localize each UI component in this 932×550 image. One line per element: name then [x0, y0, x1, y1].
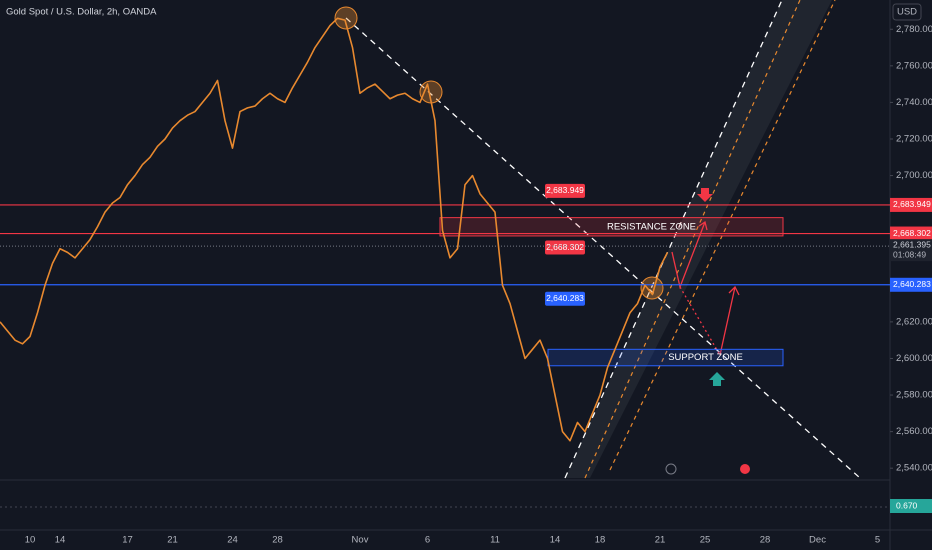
countdown: 01:08:49 — [893, 249, 926, 259]
zone — [439, 217, 784, 237]
y-tick-label: 2,600.000 — [896, 353, 932, 364]
y-tick-label: 2,720.000 — [896, 134, 932, 145]
x-tick-label: 21 — [167, 535, 178, 546]
level-label: 2,668.302 — [546, 242, 584, 252]
y-tick-label: 2,560.000 — [896, 426, 932, 437]
level-box — [545, 291, 585, 306]
projection — [719, 286, 736, 356]
y-tick-label: 2,620.000 — [896, 316, 932, 327]
arrowhead — [698, 220, 708, 231]
level-tag-label: 2,640.283 — [893, 279, 931, 289]
down-arrow — [697, 188, 713, 202]
up-arrow — [709, 372, 725, 386]
event-icon[interactable] — [665, 463, 677, 475]
zone-label: SUPPORT ZONE — [668, 352, 743, 363]
y-tick-label: 2,540.000 — [896, 463, 932, 474]
currency-box[interactable] — [892, 3, 922, 21]
indicator-tag — [890, 499, 932, 513]
level-box — [545, 240, 585, 255]
level-tag-label: 2,668.302 — [893, 228, 931, 238]
level-label: 2,640.283 — [546, 293, 584, 303]
zone — [547, 348, 784, 367]
event-icon[interactable] — [740, 464, 750, 474]
x-tick-label: 24 — [227, 535, 238, 546]
channel-lower — [609, 0, 836, 471]
arrowhead — [728, 285, 740, 296]
x-tick-label: 28 — [272, 535, 283, 546]
y-tick-label: 2,780.000 — [896, 24, 932, 35]
level-tag-label: 2,683.949 — [893, 199, 931, 209]
x-tick-label: 25 — [700, 535, 711, 546]
x-tick-label: 6 — [425, 535, 430, 546]
chart-title: Gold Spot / U.S. Dollar, 2h, OANDA — [6, 7, 157, 18]
pivot-circle — [640, 276, 664, 300]
last-price-label: 2,661.395 — [893, 239, 931, 249]
price-line — [0, 17, 669, 442]
zone-label: RESISTANCE ZONE — [607, 221, 696, 232]
indicator-label: 0.670 — [896, 500, 918, 510]
trendline — [345, 17, 861, 479]
x-tick-label: 21 — [655, 535, 666, 546]
x-tick-label: 10 — [25, 535, 36, 546]
x-tick-label: 18 — [595, 535, 606, 546]
level-label: 2,683.949 — [546, 185, 584, 195]
x-tick-label: Nov — [352, 535, 369, 546]
currency[interactable]: USD — [897, 7, 917, 18]
pivot-circle — [334, 6, 358, 30]
y-tick-label: 2,700.000 — [896, 170, 932, 181]
x-tick-label: 14 — [550, 535, 561, 546]
level-box — [545, 183, 585, 198]
x-tick-label: 5 — [875, 535, 880, 546]
price-axis — [890, 0, 932, 550]
y-tick-label: 2,740.000 — [896, 97, 932, 108]
level-tag — [890, 226, 932, 241]
level-tag — [890, 277, 932, 292]
y-tick-label: 2,580.000 — [896, 390, 932, 401]
x-tick-label: Dec — [809, 535, 826, 546]
projection — [679, 286, 721, 356]
x-tick-label: 11 — [490, 535, 500, 546]
y-tick-label: 2,760.000 — [896, 60, 932, 71]
x-tick-label: 28 — [760, 535, 771, 546]
x-tick-label: 17 — [122, 535, 133, 546]
x-tick-label: 14 — [55, 535, 66, 546]
last-price-tag — [890, 239, 932, 262]
level-tag — [890, 197, 932, 212]
